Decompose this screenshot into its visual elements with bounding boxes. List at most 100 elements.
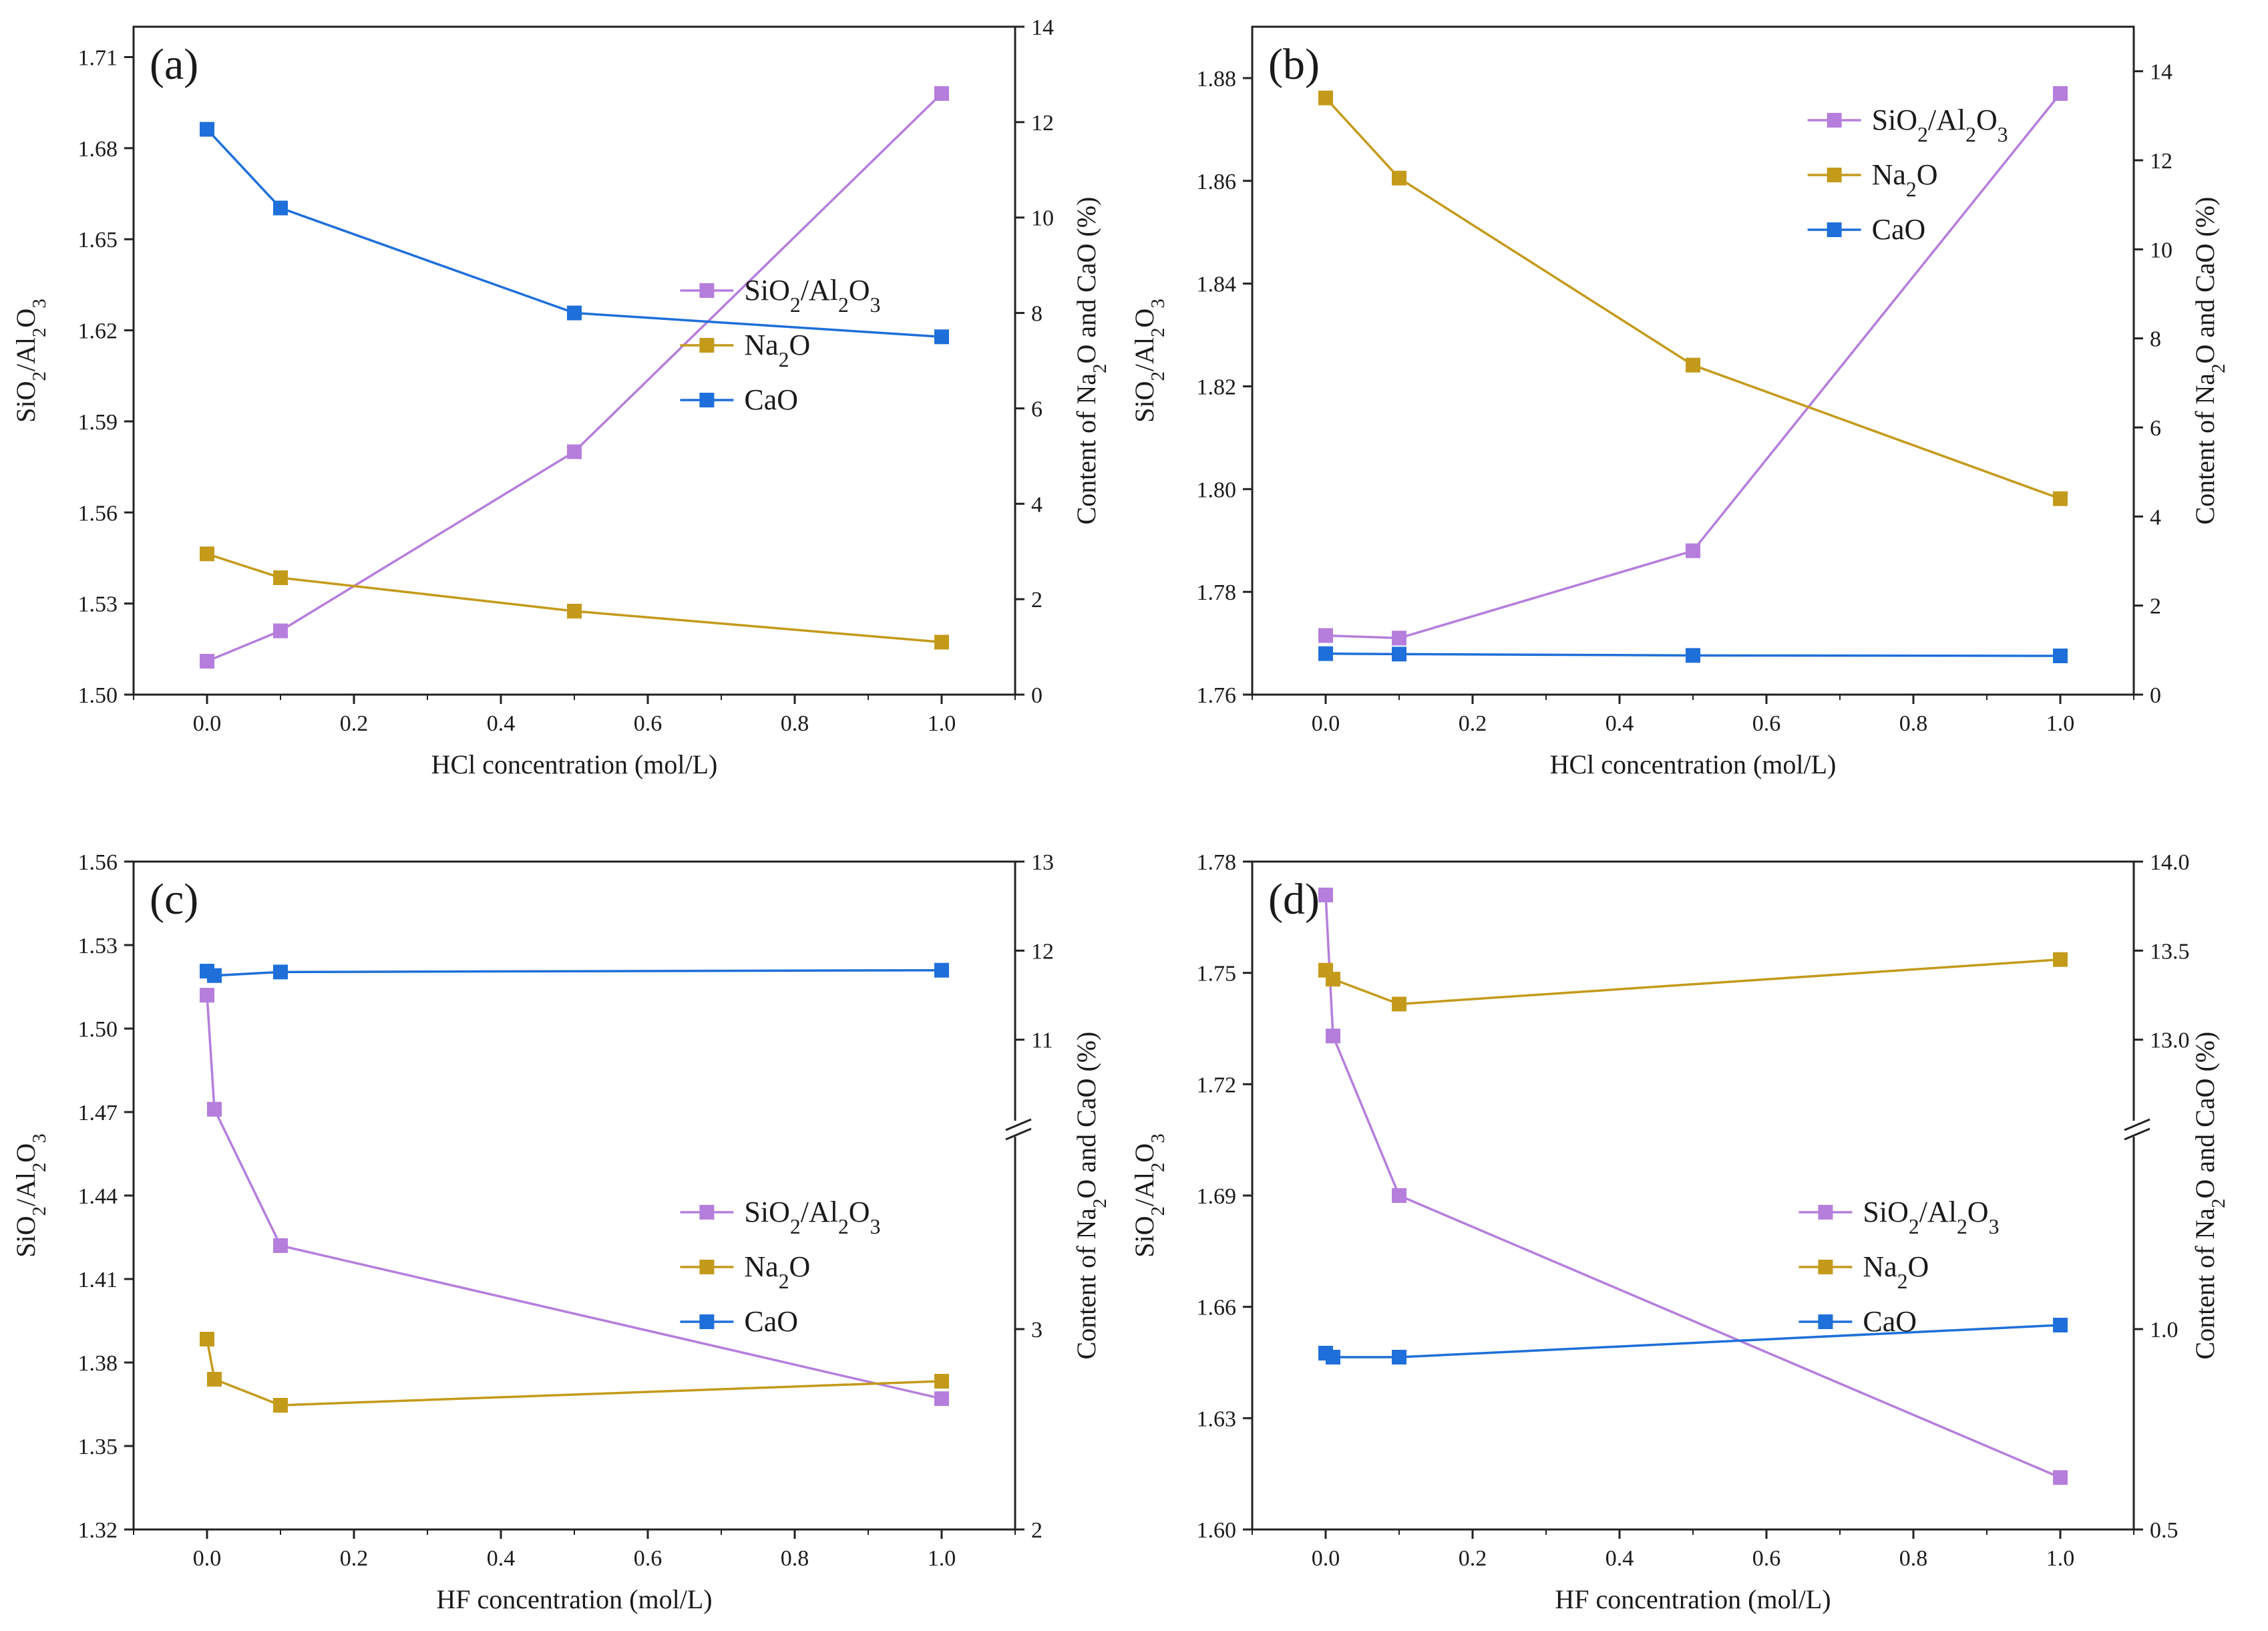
x-tick-label: 0.0 [193, 1546, 222, 1571]
y-left-tick-label: 1.65 [78, 228, 118, 252]
y-right-tick-label: 13.5 [2150, 939, 2190, 964]
data-point [2053, 952, 2068, 967]
data-point [2053, 86, 2068, 101]
y-left-tick-label: 1.76 [1197, 683, 1237, 708]
data-point [273, 200, 288, 215]
data-point [1318, 628, 1333, 643]
legend-marker [1827, 168, 1842, 182]
data-point [1326, 1350, 1340, 1365]
y-left-tick-label: 1.50 [78, 683, 118, 708]
x-tick-label: 0.8 [781, 1546, 809, 1571]
x-tick-label: 0.0 [193, 711, 222, 736]
data-point [1392, 996, 1406, 1011]
y-right-tick-label: 2 [1031, 588, 1043, 612]
y-left-axis-title: SiO2/Al2O3 [1129, 299, 1169, 422]
series-line-sio2-al2o3 [1326, 895, 2060, 1477]
panel-label: (c) [150, 875, 198, 924]
y-left-tick-label: 1.78 [1197, 850, 1237, 875]
data-point [1318, 888, 1333, 902]
legend-marker [1827, 113, 1842, 128]
x-tick-label: 0.4 [487, 711, 516, 736]
data-point [273, 570, 288, 585]
x-tick-label: 0.8 [781, 711, 809, 736]
y-left-tick-label: 1.88 [1197, 67, 1237, 92]
chart-panel-4: 0.0 0.2 0.4 0.6 0.8 1.0 1.60 1.63 1.66 1.69 1.72 1.… [1129, 850, 2229, 1614]
y-right-tick-label: 13 [1031, 850, 1054, 875]
chart-panel-2: 0.0 0.2 0.4 0.6 0.8 1.0 1.76 1.78 1.80 1.82 1.84 1.… [1129, 27, 2229, 779]
x-tick-label: 0.0 [1312, 711, 1340, 736]
data-point [200, 546, 214, 561]
y-right-tick-label: 4 [2150, 505, 2161, 530]
series-line-sio2-al2o3 [207, 94, 942, 661]
figure-canvas: 0.0 0.2 0.4 0.6 0.8 1.01.501.531.561.591.621.… [0, 0, 2268, 1631]
y-left-tick-label: 1.80 [1197, 478, 1237, 502]
data-point [1392, 171, 1406, 186]
y-right-tick-label: 12 [1031, 939, 1054, 964]
y-left-tick-label: 1.44 [78, 1184, 118, 1209]
x-tick-label: 0.4 [487, 1546, 516, 1571]
legend-marker [699, 1260, 714, 1274]
data-point [567, 444, 582, 459]
data-point [1392, 630, 1406, 645]
y-right-axis-title: Content of Na2O and CaO (%) [2190, 1032, 2229, 1360]
y-right-tick-label: 13.0 [2150, 1029, 2190, 1053]
y-right-tick-label: 12 [1031, 111, 1054, 136]
legend-marker [699, 1314, 714, 1329]
data-point [934, 1374, 949, 1389]
data-point [207, 968, 222, 983]
data-point [934, 86, 949, 101]
x-axis-title: HCl concentration (mol/L) [1550, 749, 1837, 779]
series-line-cao [1326, 1325, 2060, 1357]
x-tick-label: 0.6 [1752, 711, 1781, 736]
y-left-tick-label: 1.68 [78, 137, 118, 162]
data-point [1326, 1029, 1340, 1043]
legend-marker [699, 283, 714, 298]
plot-frame [1252, 862, 2134, 1529]
y-right-tick-label: 0 [1031, 683, 1043, 708]
y-right-tick-label: 1.0 [2150, 1318, 2179, 1342]
legend-label: Na2O [1863, 1250, 1929, 1293]
y-left-tick-label: 1.63 [1197, 1407, 1237, 1431]
legend: SiO2/Al2O3 Na2O CaO [1808, 104, 2008, 246]
x-tick-label: 0.6 [634, 711, 663, 736]
x-tick-label: 0.2 [340, 711, 369, 736]
y-left-tick-label: 1.71 [78, 45, 118, 70]
data-point [273, 1398, 288, 1413]
y-right-tick-label: 2 [2150, 594, 2161, 619]
x-tick-label: 0.6 [634, 1546, 663, 1571]
y-left-tick-label: 1.47 [78, 1101, 118, 1125]
y-left-axis-title: SiO2/Al2O3 [11, 299, 50, 422]
x-tick-label: 0.2 [1459, 711, 1487, 736]
legend-marker [1827, 222, 1842, 237]
data-point [2053, 1318, 2068, 1332]
series-line-na2o [207, 554, 942, 642]
data-point [567, 604, 582, 618]
data-point [2053, 1470, 2068, 1485]
data-point [200, 1332, 214, 1346]
y-left-tick-label: 1.41 [78, 1268, 118, 1292]
legend-label: SiO2/Al2O3 [744, 1196, 880, 1238]
data-point [207, 1372, 222, 1387]
x-axis-title: HCl concentration (mol/L) [431, 749, 718, 779]
data-point [273, 964, 288, 979]
legend: SiO2/Al2O3 Na2O CaO [680, 274, 880, 416]
y-right-axis-title: Content of Na2O and CaO (%) [2190, 197, 2229, 525]
y-left-tick-label: 1.86 [1197, 170, 1237, 194]
x-tick-label: 1.0 [928, 711, 956, 736]
legend-label: CaO [1863, 1305, 1917, 1338]
data-point [934, 329, 949, 344]
data-point [1392, 1188, 1406, 1203]
data-point [934, 963, 949, 978]
y-right-tick-label: 6 [1031, 397, 1043, 421]
y-left-tick-label: 1.32 [78, 1518, 118, 1543]
legend-label: Na2O [744, 329, 810, 371]
data-point [1686, 544, 1700, 558]
legend-marker [1818, 1260, 1833, 1274]
y-left-tick-label: 1.60 [1197, 1518, 1237, 1543]
panel-label: (a) [150, 40, 198, 89]
x-tick-label: 0.8 [1899, 711, 1928, 736]
data-point [200, 654, 214, 669]
data-point [1686, 648, 1700, 663]
y-left-tick-label: 1.78 [1197, 580, 1237, 605]
y-right-tick-label: 8 [1031, 302, 1043, 327]
